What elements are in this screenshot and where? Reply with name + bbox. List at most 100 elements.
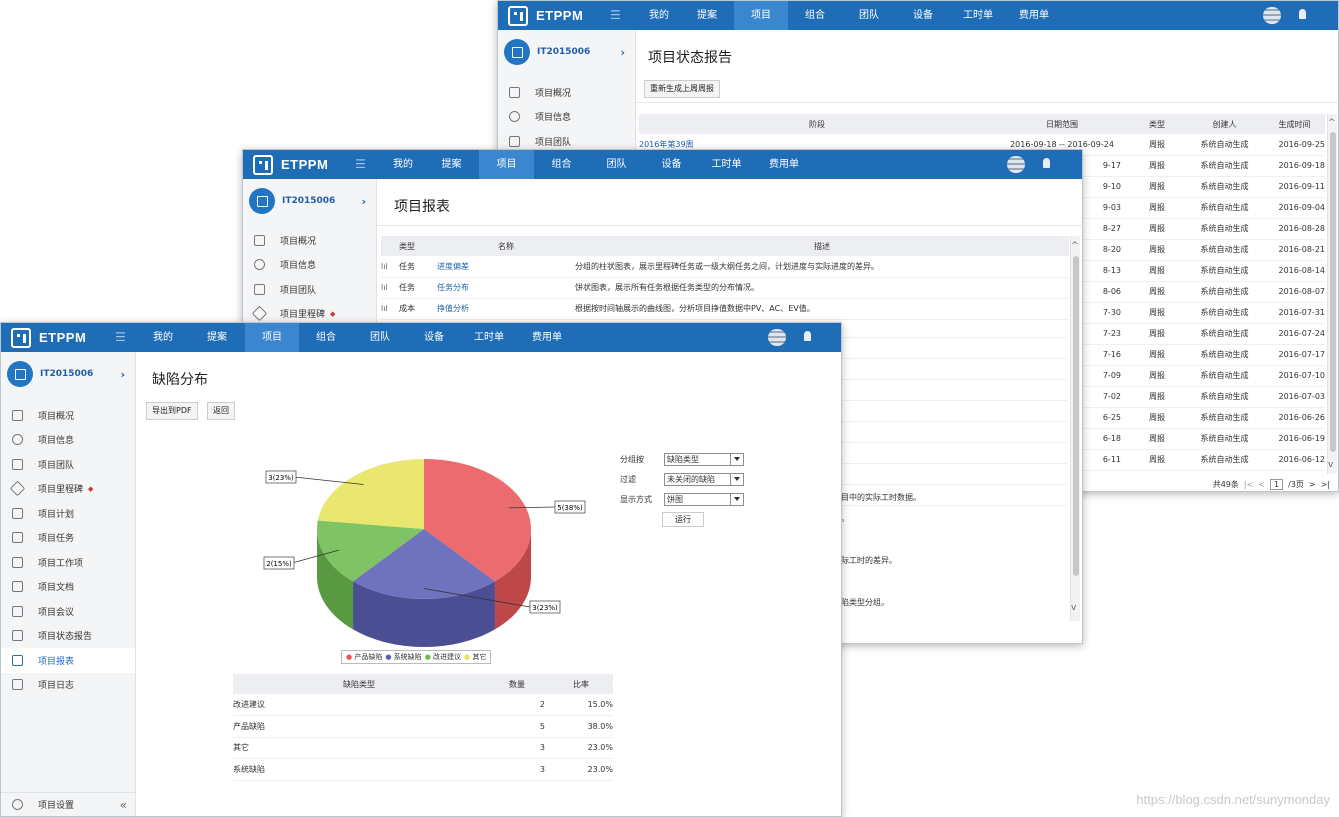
pie-slice-0[interactable]	[424, 459, 531, 582]
nav-proposal[interactable]: 提案	[207, 332, 227, 343]
sidebar-item-report[interactable]: 项目报表	[1, 648, 135, 673]
avatar[interactable]	[768, 329, 786, 346]
legend-item[interactable]: ● 系统缺陷	[385, 653, 422, 661]
gear-icon[interactable]	[12, 799, 23, 810]
chevron-down-icon	[734, 476, 740, 481]
filter-select[interactable]: 未关闭的缺陷	[664, 472, 744, 486]
sidebar-item-status-report[interactable]: 项目状态报告	[1, 624, 135, 649]
avatar[interactable]	[1007, 156, 1025, 173]
nav-expense[interactable]: 费用单	[769, 159, 799, 170]
sidebar-item-team[interactable]: 项目团队	[243, 277, 376, 302]
report-link[interactable]: 挣值分析	[437, 304, 469, 313]
nav-proposal[interactable]: 提案	[441, 159, 462, 170]
data-label-box	[263, 556, 295, 570]
scrollbar[interactable]	[1070, 236, 1080, 621]
logo[interactable]: ETPPM	[508, 5, 583, 26]
project-selector[interactable]: IT2015006 ›	[249, 188, 382, 214]
legend-item[interactable]: ● 改进建议	[424, 653, 462, 661]
legend-item[interactable]: ● 产品缺陷	[346, 653, 383, 661]
chevron-up-icon[interactable]: ^	[1328, 118, 1336, 128]
run-button[interactable]: 运行	[662, 512, 704, 527]
logo[interactable]: ETPPM	[11, 327, 86, 348]
nav-portfolio[interactable]: 组合	[805, 10, 825, 21]
pie-slice-2[interactable]	[317, 520, 424, 582]
nav-mine[interactable]: 我的	[393, 159, 413, 170]
nav-project[interactable]: 项目	[245, 323, 299, 352]
project-selector[interactable]: IT2015006 ›	[504, 39, 641, 65]
bell-icon[interactable]	[804, 331, 811, 341]
scrollbar[interactable]	[1327, 114, 1337, 474]
nav-team[interactable]: 团队	[606, 159, 627, 170]
menu-icon[interactable]: ☰	[355, 157, 366, 171]
bell-icon[interactable]	[1043, 158, 1050, 168]
report-link[interactable]: 2016年第39周	[639, 139, 694, 149]
nav-expense[interactable]: 费用单	[532, 332, 562, 343]
nav-timesheet[interactable]: 工时单	[963, 10, 993, 21]
sidebar-item-document[interactable]: 项目文档	[1, 575, 135, 600]
prev-page-icon[interactable]: <	[1258, 480, 1265, 489]
report-link[interactable]: 进度偏差	[437, 261, 469, 271]
data-label: 3(23%)	[268, 474, 294, 482]
nav-equipment[interactable]: 设备	[424, 332, 444, 343]
nav-team[interactable]: 团队	[370, 332, 390, 343]
nav-equipment[interactable]: 设备	[661, 159, 682, 170]
table-row: lıl 成本 挣值分析 根据按时间轴展示的曲线图，分析项目挣值数据中PV、AC、…	[381, 298, 1069, 320]
nav-expense[interactable]: 费用单	[1019, 10, 1049, 21]
nav-equipment[interactable]: 设备	[913, 10, 933, 21]
project-selector[interactable]: IT2015006 ›	[7, 361, 141, 387]
sidebar-item-team[interactable]: 项目团队	[1, 452, 135, 477]
chart-legend: ● 产品缺陷 ● 系统缺陷 ● 改进建议 ● 其它	[341, 650, 492, 664]
nav-proposal[interactable]: 提案	[697, 10, 717, 21]
sidebar-item-meeting[interactable]: 项目会议	[1, 599, 135, 624]
nav-team[interactable]: 团队	[859, 10, 879, 21]
pie-slice-3[interactable]	[317, 459, 424, 529]
menu-icon[interactable]: ☰	[610, 8, 621, 22]
sidebar-item-team[interactable]: 项目团队	[498, 129, 635, 154]
sidebar-item-overview[interactable]: 项目概况	[1, 403, 135, 428]
last-page-icon[interactable]: >|	[1320, 480, 1330, 489]
sidebar-item-info[interactable]: 项目信息	[1, 428, 135, 453]
report-link[interactable]: 任务分布	[437, 283, 469, 292]
nav-timesheet[interactable]: 工时单	[711, 159, 742, 170]
sidebar-item-plan[interactable]: 项目计划	[1, 501, 135, 526]
scroll-thumb[interactable]	[1073, 256, 1079, 576]
avatar[interactable]	[1263, 7, 1281, 24]
chevron-down-icon[interactable]: v	[1328, 460, 1334, 470]
menu-icon[interactable]: ☰	[115, 330, 126, 344]
regenerate-report-button[interactable]: 重新生成上周周报	[644, 80, 720, 98]
nav-project[interactable]: 项目	[734, 1, 788, 30]
sidebar-item-log[interactable]: 项目日志	[1, 673, 135, 698]
sidebar-item-milestone[interactable]: 项目里程碑 ◆	[243, 302, 376, 327]
nav-portfolio[interactable]: 组合	[316, 332, 336, 343]
chevron-down-icon[interactable]: v	[1071, 603, 1077, 613]
nav-mine[interactable]: 我的	[649, 10, 669, 21]
overview-icon	[12, 409, 23, 421]
export-pdf-button[interactable]: 导出到PDF	[146, 402, 198, 420]
scroll-thumb[interactable]	[1330, 132, 1336, 452]
display-mode-select[interactable]: 饼图	[664, 492, 744, 506]
sidebar-item-info[interactable]: 项目信息	[243, 253, 376, 278]
pie-slice-1[interactable]	[353, 529, 495, 599]
team-icon	[254, 283, 265, 295]
sidebar-item-workitem[interactable]: 项目工作项	[1, 550, 135, 575]
first-page-icon[interactable]: |<	[1243, 480, 1254, 489]
double-chevron-left-icon[interactable]: «	[119, 797, 127, 812]
nav-timesheet[interactable]: 工时单	[474, 332, 504, 343]
sidebar-item-task[interactable]: 项目任务	[1, 526, 135, 551]
back-button[interactable]: 返回	[207, 402, 235, 420]
sidebar-item-overview[interactable]: 项目概况	[498, 80, 635, 105]
group-by-select[interactable]: 缺陷类型	[664, 452, 744, 466]
page-select[interactable]: 1	[1270, 479, 1284, 490]
logo[interactable]: ETPPM	[253, 154, 328, 175]
sidebar-item-milestone[interactable]: 项目里程碑 ◆	[1, 477, 135, 502]
bell-icon[interactable]	[1299, 9, 1306, 19]
settings-label[interactable]: 项目设置	[38, 801, 75, 811]
nav-portfolio[interactable]: 组合	[551, 159, 572, 170]
nav-mine[interactable]: 我的	[153, 332, 173, 343]
nav-project[interactable]: 项目	[479, 150, 534, 179]
sidebar-item-info[interactable]: 项目信息	[498, 105, 635, 130]
chevron-up-icon[interactable]: ^	[1071, 241, 1079, 251]
legend-item[interactable]: ● 其它	[464, 653, 487, 661]
next-page-icon[interactable]: >	[1308, 480, 1316, 489]
sidebar-item-overview[interactable]: 项目概况	[243, 228, 376, 253]
